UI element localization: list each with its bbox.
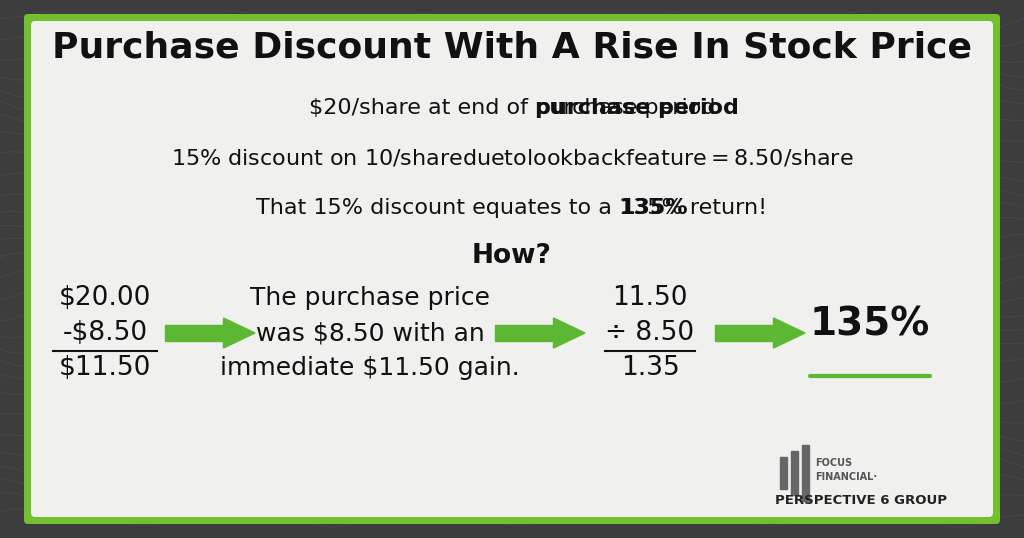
Text: FINANCIAL·: FINANCIAL·: [815, 472, 878, 482]
Text: was $8.50 with an: was $8.50 with an: [256, 321, 484, 345]
Text: 11.50: 11.50: [612, 285, 688, 311]
Bar: [780, 457, 787, 489]
Text: $20/share at end of purchase period: $20/share at end of purchase period: [309, 98, 715, 118]
Text: immediate $11.50 gain.: immediate $11.50 gain.: [220, 356, 520, 380]
Bar: [165, 325, 223, 341]
Text: $11.50: $11.50: [58, 355, 152, 381]
Bar: [791, 451, 798, 495]
Text: FOCUS: FOCUS: [815, 458, 852, 468]
Text: 15% discount on $10/share due to lookback feature = $8.50/share: 15% discount on $10/share due to lookbac…: [171, 147, 853, 168]
Text: 1.35: 1.35: [621, 355, 679, 381]
Bar: [802, 445, 809, 501]
FancyBboxPatch shape: [24, 14, 1000, 524]
Polygon shape: [554, 318, 585, 348]
FancyBboxPatch shape: [31, 21, 993, 517]
Text: The purchase price: The purchase price: [250, 286, 490, 310]
Text: $20.00: $20.00: [58, 285, 152, 311]
Bar: [715, 325, 773, 341]
Text: purchase period: purchase period: [535, 98, 738, 118]
Text: ÷ 8.50: ÷ 8.50: [605, 320, 694, 346]
Text: That 15% discount equates to a 135% return!: That 15% discount equates to a 135% retu…: [256, 198, 768, 218]
Text: PERSPECTIVE 6 GROUP: PERSPECTIVE 6 GROUP: [775, 494, 947, 507]
Text: 135%: 135%: [620, 198, 688, 218]
Text: -$8.50: -$8.50: [62, 320, 147, 346]
Polygon shape: [223, 318, 255, 348]
Text: Purchase Discount With A Rise In Stock Price: Purchase Discount With A Rise In Stock P…: [52, 31, 972, 65]
Text: $20/share at end of purchase period: $20/share at end of purchase period: [309, 98, 715, 118]
Polygon shape: [773, 318, 805, 348]
Text: How?: How?: [472, 243, 552, 269]
Bar: [495, 325, 554, 341]
Text: 135%: 135%: [810, 306, 930, 344]
